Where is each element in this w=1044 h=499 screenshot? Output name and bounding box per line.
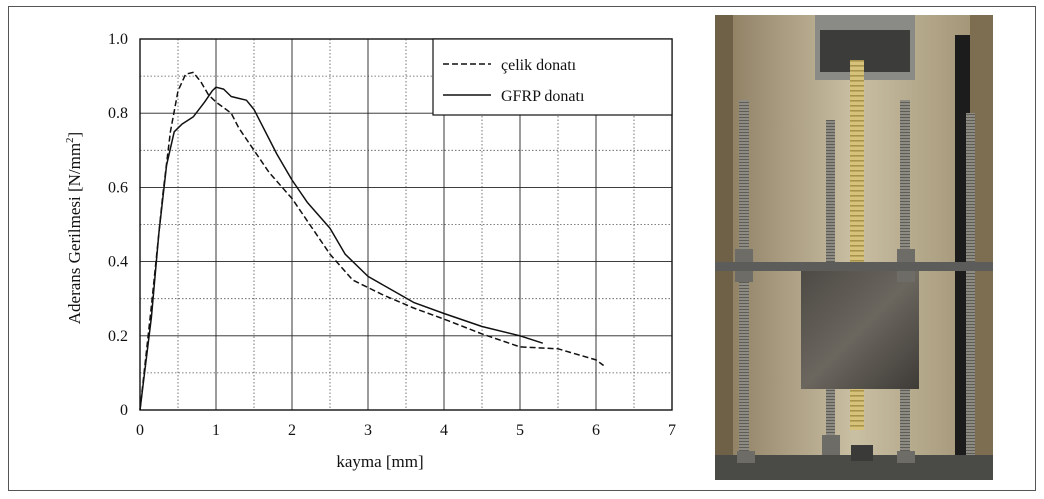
x-tick-label: 3 — [364, 422, 372, 439]
series-line-celik — [139, 71, 605, 411]
y-tick-label: 0.2 — [108, 328, 128, 345]
x-tick-label: 1 — [212, 422, 220, 439]
chart-axes — [139, 38, 673, 411]
nut-7 — [897, 451, 915, 463]
nut-6 — [737, 451, 755, 463]
steel-plate — [715, 262, 993, 271]
nut-5 — [822, 435, 840, 455]
legend-label: GFRP donatı — [501, 88, 585, 105]
nut-3 — [735, 271, 753, 282]
x-tick-label: 7 — [668, 422, 676, 439]
plot-border — [139, 38, 673, 411]
y-tick-label: 0 — [120, 402, 128, 419]
y-tick-labels: 0 0.2 0.4 0.6 0.8 1.0 — [108, 31, 128, 419]
right-wall-edge — [970, 15, 993, 480]
series-line-gfrp — [139, 86, 544, 411]
legend-box — [432, 38, 673, 116]
x-tick-label: 0 — [136, 422, 144, 439]
bottom-block — [851, 445, 873, 461]
y-tick-label: 0.8 — [108, 105, 128, 122]
y-tick-label: 0.6 — [108, 179, 128, 196]
nut-1 — [735, 249, 753, 262]
concrete-cube — [801, 271, 919, 389]
x-axis-label: kayma [mm] — [336, 452, 423, 471]
x-tick-label: 2 — [288, 422, 296, 439]
y-axis-label: Aderans Gerilmesi [N/mm2] — [64, 132, 84, 324]
x-tick-label: 4 — [440, 422, 448, 439]
test-setup-photo — [715, 15, 993, 480]
chart-legend: çelik donatı GFRP donatı — [432, 38, 673, 116]
left-post — [715, 15, 733, 480]
grip-jaw — [820, 30, 910, 72]
nut-4 — [897, 271, 915, 282]
chart-series — [139, 71, 605, 411]
x-tick-label: 6 — [592, 422, 600, 439]
legend-label: çelik donatı — [501, 57, 577, 74]
x-tick-labels: 0 1 2 3 4 5 6 7 — [136, 422, 676, 439]
threaded-rod-1 — [739, 100, 749, 465]
y-tick-label: 0.4 — [108, 254, 128, 271]
threaded-rod-4 — [966, 113, 975, 468]
chart: 0 1 2 3 4 5 6 7 0 0.2 0.4 0.6 0.8 1.0 çelik donatı GF… — [64, 31, 676, 471]
x-tick-label: 5 — [516, 422, 524, 439]
nut-2 — [897, 249, 915, 262]
y-tick-label: 1.0 — [108, 31, 128, 48]
